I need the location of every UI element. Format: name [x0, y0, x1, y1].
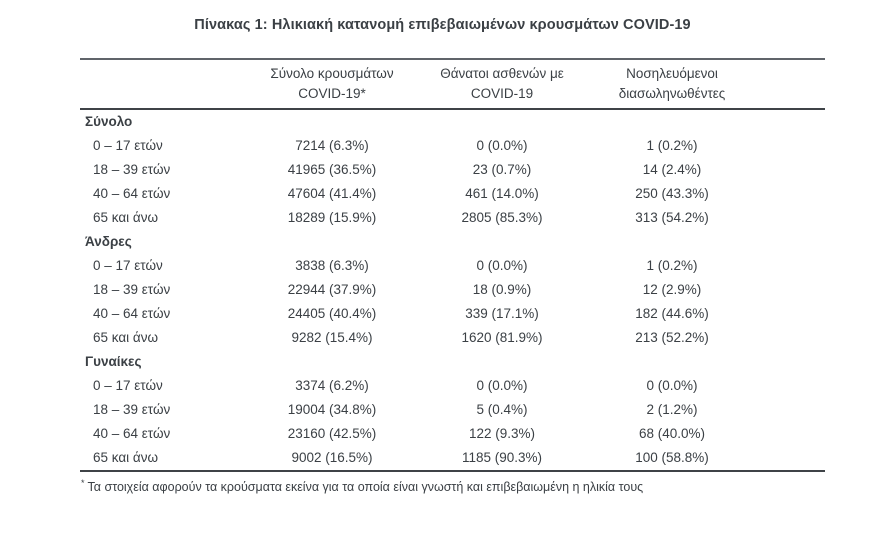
- row-label-cell: 0 – 17 ετών: [93, 258, 163, 273]
- deaths-cell: 0 (0.0%): [476, 138, 528, 153]
- section-header-row-women: Γυναίκες: [80, 350, 825, 374]
- row-label-cell: 18 – 39 ετών: [93, 162, 171, 177]
- deaths-cell: 1185 (90.3%): [461, 450, 543, 465]
- header-intubated-line2: διασωληνωθέντες: [618, 86, 726, 101]
- row-label-cell: 40 – 64 ετών: [93, 186, 171, 201]
- row-label-cell: 40 – 64 ετών: [93, 426, 171, 441]
- footnote-asterisk-marker: *: [81, 478, 85, 488]
- header-deaths-line2: COVID-19: [470, 86, 534, 101]
- row-label-cell: 0 – 17 ετών: [93, 378, 163, 393]
- header-deaths-line1: Θάνατοι ασθενών με: [440, 66, 564, 81]
- section-label: Σύνολο: [85, 114, 133, 129]
- row-label-cell: 65 και άνω: [93, 450, 159, 465]
- row-label-cell: 0 – 17 ετών: [93, 138, 163, 153]
- deaths-cell: 18 (0.9%): [472, 282, 532, 297]
- section-header-row-total: Σύνολο: [80, 109, 825, 134]
- intubated-cell: 313 (54.2%): [635, 210, 709, 225]
- deaths-cell: 339 (17.1%): [465, 306, 539, 321]
- cases-cell: 7214 (6.3%): [295, 138, 369, 153]
- intubated-cell: 68 (40.0%): [638, 426, 706, 441]
- header-cases-line2: COVID-19*: [298, 86, 366, 101]
- deaths-cell: 461 (14.0%): [465, 186, 539, 201]
- intubated-cell: 14 (2.4%): [642, 162, 702, 177]
- header-intubated-line1: Νοσηλευόμενοι: [626, 66, 718, 81]
- table-row: 0 – 17 ετών 7214 (6.3%) 0 (0.0%) 1 (0.2%…: [80, 134, 825, 158]
- table-row: 40 – 64 ετών 47604 (41.4%) 461 (14.0%) 2…: [80, 182, 825, 206]
- deaths-cell: 2805 (85.3%): [461, 210, 543, 225]
- table-row: 18 – 39 ετών 22944 (37.9%) 18 (0.9%) 12 …: [80, 278, 825, 302]
- intubated-cell: 1 (0.2%): [646, 258, 698, 273]
- row-label-cell: 65 και άνω: [93, 210, 159, 225]
- header-deaths: Θάνατοι ασθενών με COVID-19: [417, 59, 587, 110]
- table-row: 18 – 39 ετών 19004 (34.8%) 5 (0.4%) 2 (1…: [80, 398, 825, 422]
- intubated-cell: 1 (0.2%): [646, 138, 698, 153]
- intubated-cell: 2 (1.2%): [646, 402, 698, 417]
- cases-cell: 9282 (15.4%): [291, 330, 373, 345]
- cases-cell: 18289 (15.9%): [287, 210, 377, 225]
- deaths-cell: 122 (9.3%): [468, 426, 536, 441]
- row-label-cell: 65 και άνω: [93, 330, 159, 345]
- deaths-cell: 23 (0.7%): [472, 162, 532, 177]
- intubated-cell: 213 (52.2%): [635, 330, 709, 345]
- table-title: Πίνακας 1: Ηλικιακή κατανομή επιβεβαιωμέ…: [194, 17, 691, 33]
- cases-cell: 24405 (40.4%): [287, 306, 377, 321]
- deaths-cell: 0 (0.0%): [476, 378, 528, 393]
- row-label-cell: 18 – 39 ετών: [93, 402, 171, 417]
- header-spacer-cell: [757, 59, 825, 110]
- cases-cell: 23160 (42.5%): [287, 426, 377, 441]
- table-row: 40 – 64 ετών 23160 (42.5%) 122 (9.3%) 68…: [80, 422, 825, 446]
- cases-cell: 9002 (16.5%): [291, 450, 373, 465]
- intubated-cell: 182 (44.6%): [635, 306, 709, 321]
- section-label: Άνδρες: [85, 234, 132, 249]
- section-label: Γυναίκες: [85, 354, 142, 369]
- header-cases-line1: Σύνολο κρουσμάτων: [270, 66, 394, 81]
- cases-cell: 41965 (36.5%): [287, 162, 377, 177]
- footnote-text: Τα στοιχεία αφορούν τα κρούσματα εκείνα …: [87, 480, 644, 495]
- table-row: 0 – 17 ετών 3838 (6.3%) 0 (0.0%) 1 (0.2%…: [80, 254, 825, 278]
- table-row: 65 και άνω 9282 (15.4%) 1620 (81.9%) 213…: [80, 326, 825, 350]
- table-row: 18 – 39 ετών 41965 (36.5%) 23 (0.7%) 14 …: [80, 158, 825, 182]
- intubated-cell: 12 (2.9%): [642, 282, 702, 297]
- header-intubated: Νοσηλευόμενοι διασωληνωθέντες: [587, 59, 757, 110]
- cases-cell: 3838 (6.3%): [295, 258, 369, 273]
- deaths-cell: 1620 (81.9%): [461, 330, 543, 345]
- cases-cell: 22944 (37.9%): [287, 282, 377, 297]
- covid-age-distribution-table: Σύνολο κρουσμάτων COVID-19* Θάνατοι ασθε…: [80, 58, 825, 472]
- intubated-cell: 100 (58.8%): [635, 450, 709, 465]
- cases-cell: 3374 (6.2%): [295, 378, 369, 393]
- row-label-cell: 18 – 39 ετών: [93, 282, 171, 297]
- row-label-cell: 40 – 64 ετών: [93, 306, 171, 321]
- table-row: 0 – 17 ετών 3374 (6.2%) 0 (0.0%) 0 (0.0%…: [80, 374, 825, 398]
- header-cases: Σύνολο κρουσμάτων COVID-19*: [247, 59, 417, 110]
- table-row: 40 – 64 ετών 24405 (40.4%) 339 (17.1%) 1…: [80, 302, 825, 326]
- header-empty-cell: [80, 59, 247, 110]
- section-header-row-men: Άνδρες: [80, 230, 825, 254]
- intubated-cell: 0 (0.0%): [646, 378, 698, 393]
- deaths-cell: 0 (0.0%): [476, 258, 528, 273]
- intubated-cell: 250 (43.3%): [635, 186, 709, 201]
- footnote: * Τα στοιχεία αφορούν τα κρούσματα εκείνα…: [81, 478, 643, 494]
- cases-cell: 47604 (41.4%): [287, 186, 377, 201]
- deaths-cell: 5 (0.4%): [476, 402, 528, 417]
- table-row: 65 και άνω 18289 (15.9%) 2805 (85.3%) 31…: [80, 206, 825, 230]
- column-header-row: Σύνολο κρουσμάτων COVID-19* Θάνατοι ασθε…: [80, 59, 825, 110]
- table-row: 65 και άνω 9002 (16.5%) 1185 (90.3%) 100…: [80, 446, 825, 471]
- cases-cell: 19004 (34.8%): [287, 402, 377, 417]
